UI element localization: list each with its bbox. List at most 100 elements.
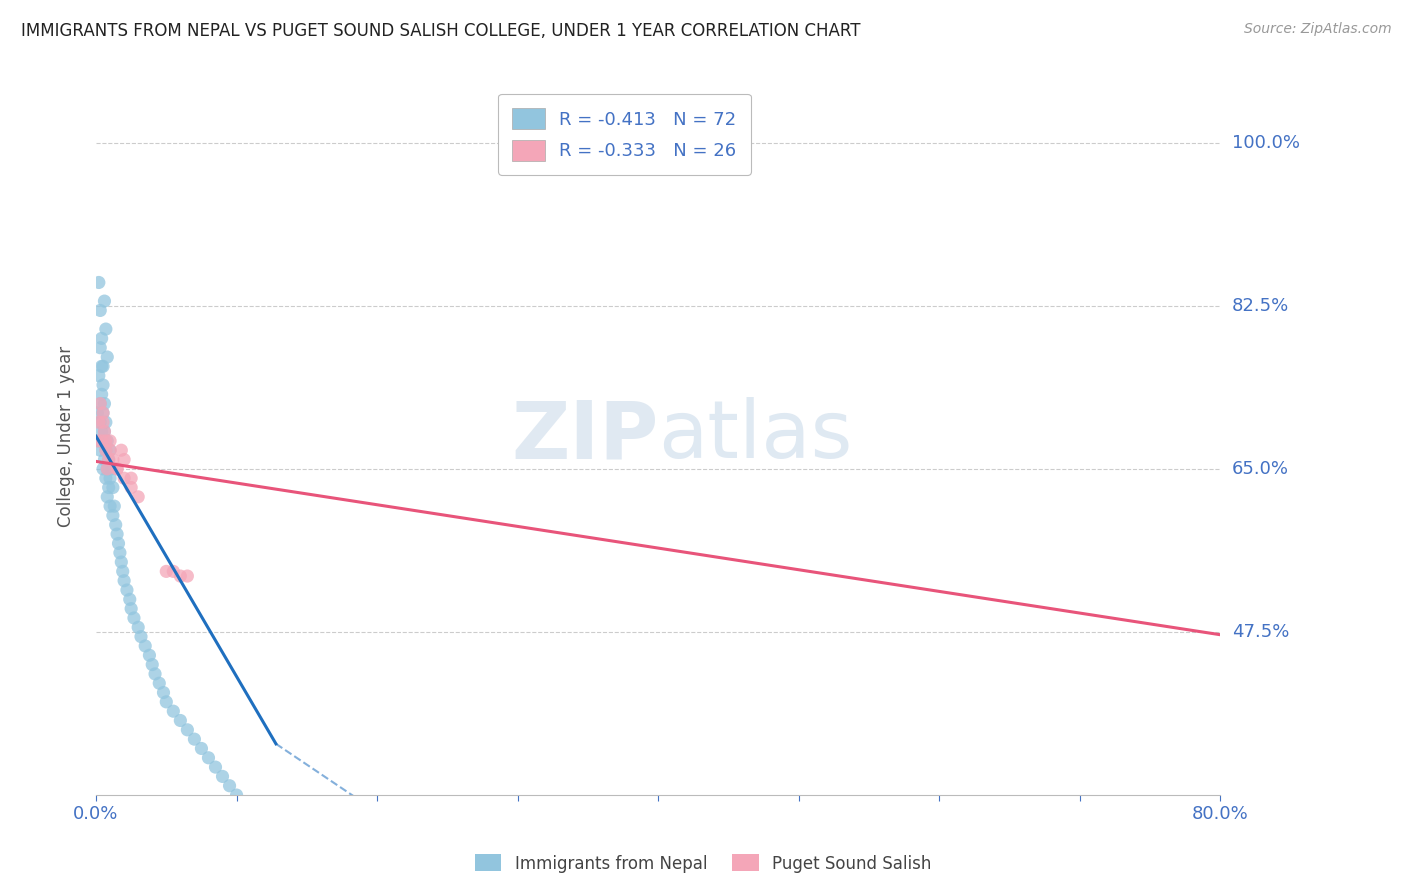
Point — [115, 582, 138, 597]
Point — [176, 723, 198, 737]
Point — [105, 527, 128, 541]
Point — [91, 359, 114, 374]
Point — [90, 434, 112, 448]
Point — [105, 462, 128, 476]
Point — [93, 425, 115, 439]
Point — [96, 434, 118, 448]
Point — [225, 788, 247, 802]
Point — [105, 462, 128, 476]
Point — [89, 443, 111, 458]
Point — [155, 565, 177, 579]
Point — [98, 443, 121, 458]
Y-axis label: College, Under 1 year: College, Under 1 year — [58, 346, 75, 527]
Point — [101, 452, 124, 467]
Point — [100, 462, 122, 476]
Point — [90, 359, 112, 374]
Point — [103, 499, 125, 513]
Point — [91, 415, 114, 429]
Point — [253, 806, 276, 821]
Text: 65.0%: 65.0% — [1232, 460, 1289, 478]
Point — [104, 517, 127, 532]
Point — [90, 387, 112, 401]
Text: IMMIGRANTS FROM NEPAL VS PUGET SOUND SALISH COLLEGE, UNDER 1 YEAR CORRELATION CH: IMMIGRANTS FROM NEPAL VS PUGET SOUND SAL… — [21, 22, 860, 40]
Point — [87, 434, 110, 448]
Point — [138, 648, 160, 663]
Point — [91, 378, 114, 392]
Point — [96, 462, 118, 476]
Point — [90, 425, 112, 439]
Point — [169, 714, 191, 728]
Point — [89, 397, 111, 411]
Point — [204, 760, 226, 774]
Point — [94, 443, 117, 458]
Point — [89, 341, 111, 355]
Point — [94, 443, 117, 458]
Point — [87, 415, 110, 429]
Point — [93, 452, 115, 467]
Text: atlas: atlas — [658, 397, 852, 475]
Legend: R = -0.413   N = 72, R = -0.333   N = 26: R = -0.413 N = 72, R = -0.333 N = 26 — [498, 94, 751, 175]
Text: 82.5%: 82.5% — [1232, 297, 1289, 315]
Point — [134, 639, 156, 653]
Point — [98, 434, 121, 448]
Point — [98, 471, 121, 485]
Point — [94, 434, 117, 448]
Text: 47.5%: 47.5% — [1232, 623, 1289, 641]
Point — [183, 732, 205, 747]
Point — [239, 797, 262, 812]
Point — [218, 779, 240, 793]
Point — [96, 350, 118, 364]
Point — [94, 415, 117, 429]
Point — [89, 397, 111, 411]
Point — [110, 443, 132, 458]
Point — [97, 452, 120, 467]
Point — [107, 536, 129, 550]
Point — [91, 434, 114, 448]
Point — [93, 397, 115, 411]
Point — [143, 667, 166, 681]
Point — [98, 499, 121, 513]
Point — [111, 565, 134, 579]
Point — [120, 471, 142, 485]
Point — [152, 685, 174, 699]
Point — [101, 481, 124, 495]
Point — [86, 406, 108, 420]
Point — [176, 569, 198, 583]
Point — [155, 695, 177, 709]
Point — [120, 481, 142, 495]
Point — [91, 462, 114, 476]
Point — [97, 481, 120, 495]
Point — [89, 415, 111, 429]
Point — [169, 569, 191, 583]
Point — [267, 816, 290, 830]
Text: 100.0%: 100.0% — [1232, 134, 1299, 152]
Point — [93, 294, 115, 309]
Point — [112, 471, 135, 485]
Point — [122, 611, 145, 625]
Point — [94, 322, 117, 336]
Point — [96, 490, 118, 504]
Point — [91, 406, 114, 420]
Point — [127, 490, 149, 504]
Point — [101, 508, 124, 523]
Text: Source: ZipAtlas.com: Source: ZipAtlas.com — [1244, 22, 1392, 37]
Point — [162, 704, 184, 718]
Point — [87, 368, 110, 383]
Point — [141, 657, 163, 672]
Legend: Immigrants from Nepal, Puget Sound Salish: Immigrants from Nepal, Puget Sound Salis… — [468, 847, 938, 880]
Point — [86, 434, 108, 448]
Point — [94, 471, 117, 485]
Point — [148, 676, 170, 690]
Point — [108, 546, 131, 560]
Point — [96, 462, 118, 476]
Point — [112, 574, 135, 588]
Point — [90, 331, 112, 345]
Point — [110, 555, 132, 569]
Point — [93, 425, 115, 439]
Point — [120, 601, 142, 615]
Point — [89, 303, 111, 318]
Point — [118, 592, 141, 607]
Point — [127, 620, 149, 634]
Point — [98, 443, 121, 458]
Point — [112, 452, 135, 467]
